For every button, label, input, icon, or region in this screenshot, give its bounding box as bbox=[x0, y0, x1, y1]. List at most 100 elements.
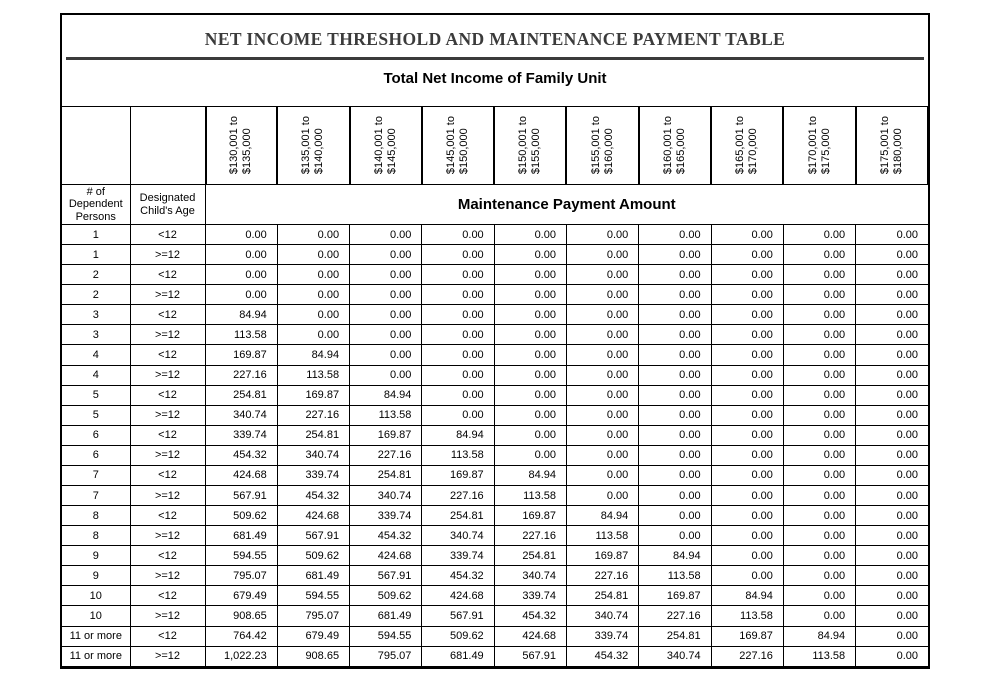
payment-amount-cell: 424.68 bbox=[421, 585, 495, 607]
payment-amount-cell: 0.00 bbox=[855, 605, 928, 627]
payment-amount-cell: 0.00 bbox=[782, 545, 857, 567]
payment-amount-cell: 113.58 bbox=[782, 645, 857, 666]
payment-amount-cell: 0.00 bbox=[493, 304, 567, 326]
payment-amount-cell: 0.00 bbox=[421, 264, 495, 286]
dependent-persons-cell: 11 or more bbox=[62, 625, 131, 647]
payment-amount-cell: 0.00 bbox=[710, 244, 784, 266]
payment-amount-cell: 0.00 bbox=[565, 444, 640, 466]
payment-amount-cell: 454.32 bbox=[493, 605, 567, 627]
payment-amount-cell: 0.00 bbox=[855, 444, 928, 466]
payment-amount-cell: 0.00 bbox=[493, 264, 567, 286]
payment-amount-cell: 0.00 bbox=[565, 384, 640, 406]
child-age-cell: >=12 bbox=[129, 404, 206, 426]
income-column-header: $130,001 to $135,000 bbox=[205, 106, 278, 185]
maintenance-payment-header: Maintenance Payment Amount bbox=[205, 184, 928, 225]
payment-amount-cell: 0.00 bbox=[565, 264, 640, 286]
payment-amount-cell: 0.00 bbox=[782, 344, 857, 366]
income-column-header: $140,001 to $145,000 bbox=[349, 106, 422, 185]
dependent-persons-cell: 4 bbox=[62, 344, 131, 366]
payment-amount-cell: 454.32 bbox=[276, 485, 351, 507]
payment-amount-cell: 339.74 bbox=[276, 464, 351, 487]
payment-amount-cell: 795.07 bbox=[349, 645, 423, 666]
payment-amount-cell: 0.00 bbox=[855, 625, 928, 647]
income-column-header: $135,001 to $140,000 bbox=[277, 106, 350, 185]
dependent-persons-cell: 8 bbox=[62, 505, 131, 527]
payment-amount-cell: 0.00 bbox=[421, 404, 495, 426]
payment-amount-cell: 84.94 bbox=[782, 625, 857, 647]
payment-amount-cell: 594.55 bbox=[276, 585, 351, 607]
payment-amount-cell: 340.74 bbox=[349, 485, 423, 507]
payment-amount-cell: 0.00 bbox=[710, 505, 784, 527]
payment-amount-cell: 340.74 bbox=[638, 645, 712, 666]
payment-amount-cell: 0.00 bbox=[638, 444, 712, 466]
payment-amount-cell: 509.62 bbox=[204, 505, 278, 527]
payment-amount-cell: 340.74 bbox=[565, 605, 640, 627]
payment-amount-cell: 254.81 bbox=[276, 424, 351, 446]
payment-amount-cell: 0.00 bbox=[493, 424, 567, 446]
payment-amount-cell: 0.00 bbox=[349, 324, 423, 346]
payment-amount-cell: 0.00 bbox=[855, 284, 928, 306]
payment-amount-cell: 227.16 bbox=[493, 525, 567, 547]
payment-amount-cell: 0.00 bbox=[855, 223, 928, 246]
payment-amount-cell: 169.87 bbox=[421, 464, 495, 487]
payment-amount-cell: 0.00 bbox=[855, 344, 928, 366]
payment-amount-cell: 0.00 bbox=[349, 264, 423, 286]
payment-amount-cell: 0.00 bbox=[638, 364, 712, 386]
dependent-persons-cell: 10 bbox=[62, 585, 131, 607]
payment-amount-cell: 0.00 bbox=[782, 264, 857, 286]
payment-amount-cell: 0.00 bbox=[638, 485, 712, 507]
income-column-header: $170,001 to $175,000 bbox=[783, 106, 856, 185]
dependent-persons-cell: 10 bbox=[62, 605, 131, 627]
income-range-label: $150,001 to $155,000 bbox=[517, 116, 543, 175]
payment-amount-cell: 0.00 bbox=[493, 284, 567, 306]
payment-amount-cell: 1,022.23 bbox=[204, 645, 278, 666]
payment-amount-cell: 0.00 bbox=[782, 565, 857, 587]
payment-amount-cell: 681.49 bbox=[421, 645, 495, 666]
table-row: 9 >=12 795.07 681.49 567.91 454.32 340.74 227.1… bbox=[62, 565, 928, 587]
payment-amount-cell: 0.00 bbox=[782, 364, 857, 386]
child-age-cell: <12 bbox=[129, 505, 206, 527]
payment-amount-cell: 0.00 bbox=[710, 284, 784, 306]
payment-amount-cell: 0.00 bbox=[493, 324, 567, 346]
payment-amount-cell: 0.00 bbox=[565, 324, 640, 346]
payment-amount-cell: 113.58 bbox=[565, 525, 640, 547]
child-age-cell: >=12 bbox=[129, 284, 206, 306]
payment-amount-cell: 0.00 bbox=[710, 324, 784, 346]
payment-amount-cell: 0.00 bbox=[782, 464, 857, 487]
payment-amount-cell: 227.16 bbox=[638, 605, 712, 627]
table-row: 6 <12 339.74 254.81 169.87 84.94 0.00 0.00 0.00 0… bbox=[62, 424, 928, 446]
payment-amount-cell: 169.87 bbox=[565, 545, 640, 567]
payment-amount-cell: 0.00 bbox=[565, 364, 640, 386]
child-age-cell: >=12 bbox=[129, 605, 206, 627]
payment-amount-cell: 0.00 bbox=[421, 223, 495, 246]
payment-amount-cell: 340.74 bbox=[493, 565, 567, 587]
payment-amount-cell: 0.00 bbox=[710, 304, 784, 326]
table-row: 8 <12 509.62 424.68 339.74 254.81 169.87 84.94 0… bbox=[62, 505, 928, 527]
payment-amount-cell: 0.00 bbox=[855, 565, 928, 587]
payment-amount-cell: 0.00 bbox=[782, 424, 857, 446]
payment-amount-cell: 0.00 bbox=[855, 525, 928, 547]
persons-column-label: # of Dependent Persons bbox=[62, 184, 131, 225]
payment-amount-cell: 908.65 bbox=[276, 645, 351, 666]
child-age-cell: >=12 bbox=[129, 525, 206, 547]
payment-amount-cell: 594.55 bbox=[204, 545, 278, 567]
child-age-cell: <12 bbox=[129, 304, 206, 326]
payment-amount-cell: 0.00 bbox=[782, 585, 857, 607]
payment-amount-cell: 0.00 bbox=[493, 344, 567, 366]
payment-amount-cell: 0.00 bbox=[349, 364, 423, 386]
table-row: 4 >=12 227.16 113.58 0.00 0.00 0.00 0.00 0.00 0.0… bbox=[62, 364, 928, 386]
child-age-cell: >=12 bbox=[129, 565, 206, 587]
income-column-header: $165,001 to $170,000 bbox=[711, 106, 784, 185]
payment-amount-cell: 0.00 bbox=[855, 424, 928, 446]
payment-amount-cell: 679.49 bbox=[276, 625, 351, 647]
payment-amount-cell: 0.00 bbox=[421, 324, 495, 346]
payment-amount-cell: 113.58 bbox=[493, 485, 567, 507]
dependent-persons-cell: 2 bbox=[62, 264, 131, 286]
payment-amount-cell: 254.81 bbox=[493, 545, 567, 567]
dependent-persons-cell: 3 bbox=[62, 304, 131, 326]
payment-amount-cell: 0.00 bbox=[855, 545, 928, 567]
child-age-cell: <12 bbox=[129, 625, 206, 647]
payment-amount-cell: 0.00 bbox=[638, 384, 712, 406]
payment-amount-cell: 227.16 bbox=[710, 645, 784, 666]
payment-amount-cell: 0.00 bbox=[782, 244, 857, 266]
